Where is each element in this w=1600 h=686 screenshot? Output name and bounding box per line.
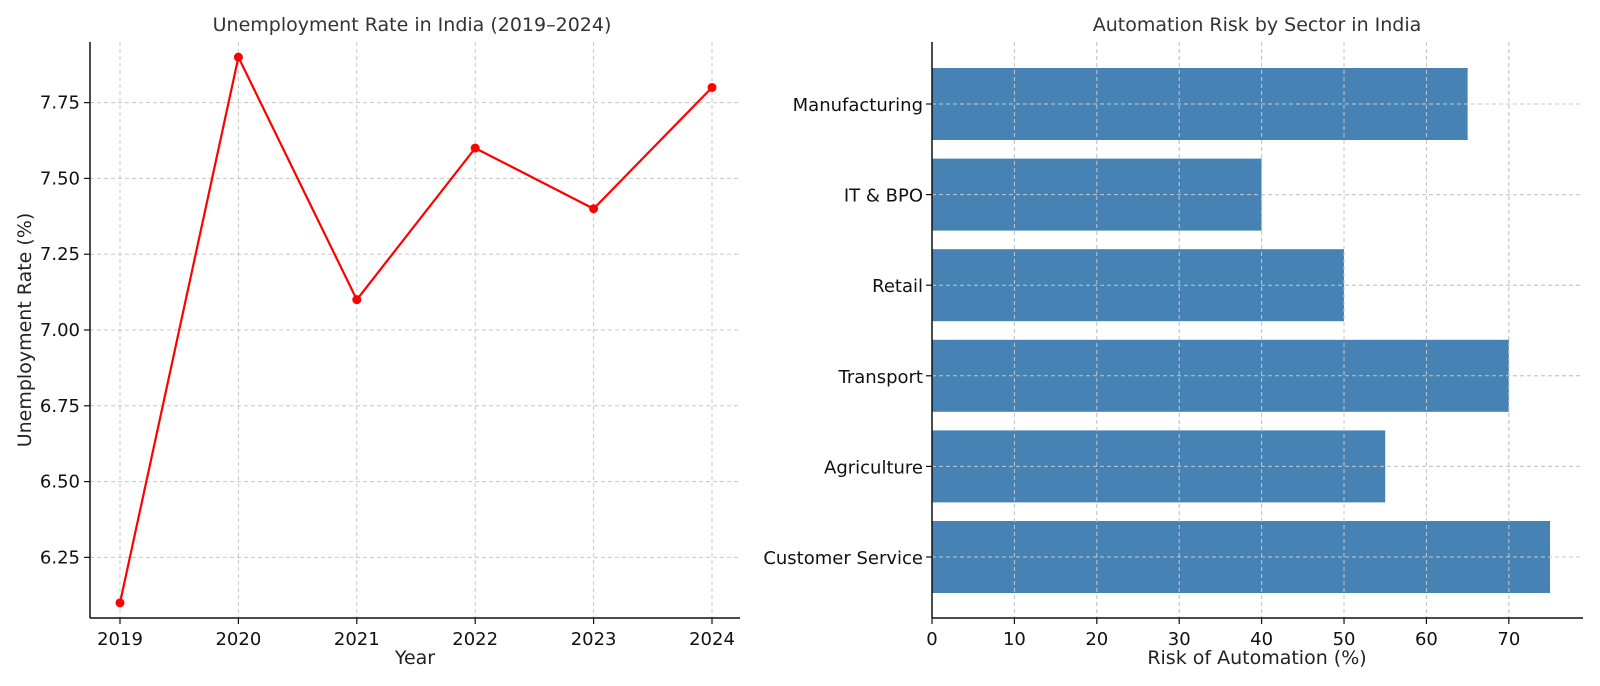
bar-category-label: Retail [872, 276, 923, 297]
line-y-tick-label: 7.75 [40, 93, 80, 114]
line-x-tick-label: 2019 [97, 629, 143, 650]
bar-category-label: IT & BPO [844, 186, 923, 207]
line-chart-y-label: Unemployment Rate (%) [14, 213, 36, 448]
bar-category-label: Transport [838, 367, 923, 388]
bar-chart-x-label: Risk of Automation (%) [1147, 647, 1366, 669]
line-chart-title: Unemployment Rate in India (2019–2024) [213, 14, 612, 36]
bar-category-label: Customer Service [763, 548, 923, 569]
line-x-tick-label: 2023 [571, 629, 617, 650]
line-y-tick-label: 7.50 [40, 168, 80, 189]
unemployment-series-points [115, 52, 717, 608]
bar-x-tick-label: 20 [1085, 629, 1108, 650]
bar-grid-overlay [931, 42, 1583, 618]
line-x-tick-label: 2024 [689, 629, 735, 650]
line-chart-x-ticks: 2019 2020 2021 2022 2023 2024 [97, 618, 735, 650]
bar-category-label: Manufacturing [793, 95, 923, 116]
unemployment-line-chart: Unemployment Rate in India (2019–2024) 2… [14, 14, 740, 669]
bar-x-tick-label: 70 [1497, 629, 1520, 650]
line-data-point [233, 52, 243, 62]
line-data-point [470, 143, 480, 153]
bar-chart-x-ticks: 0 10 20 30 40 50 60 70 [926, 618, 1520, 650]
line-data-point [589, 204, 599, 214]
line-x-tick-label: 2020 [215, 629, 261, 650]
line-chart-y-ticks: 6.25 6.50 6.75 7.00 7.25 7.50 7.75 [40, 93, 90, 568]
line-y-tick-label: 6.50 [40, 472, 80, 493]
unemployment-series-line [118, 53, 713, 604]
line-y-tick-label: 6.25 [40, 547, 80, 568]
bar-x-tick-label: 50 [1333, 629, 1356, 650]
bar-chart-bars [932, 68, 1551, 593]
bar-x-tick-label: 30 [1168, 629, 1191, 650]
line-data-point [352, 295, 362, 305]
bar-chart-title: Automation Risk by Sector in India [1093, 14, 1422, 36]
bar-x-tick-label: 0 [926, 629, 937, 650]
bar-x-tick-label: 60 [1415, 629, 1438, 650]
bar-chart-category-labels: Manufacturing IT & BPO Retail Transport Agri… [763, 95, 932, 569]
line-data-point [115, 598, 125, 608]
line-x-tick-label: 2022 [452, 629, 498, 650]
line-chart-grid [90, 42, 740, 618]
line-data-point [707, 82, 717, 92]
automation-risk-bar-chart: Automation Risk by Sector in India 0 10 20… [763, 14, 1583, 669]
bar-x-tick-label: 40 [1250, 629, 1273, 650]
line-y-tick-label: 6.75 [40, 396, 80, 417]
line-chart-x-label: Year [394, 647, 435, 669]
bar-x-tick-label: 10 [1003, 629, 1026, 650]
bar-category-label: Agriculture [824, 457, 923, 478]
line-x-tick-label: 2021 [334, 629, 380, 650]
line-y-tick-label: 7.00 [40, 320, 80, 341]
line-y-tick-label: 7.25 [40, 244, 80, 265]
